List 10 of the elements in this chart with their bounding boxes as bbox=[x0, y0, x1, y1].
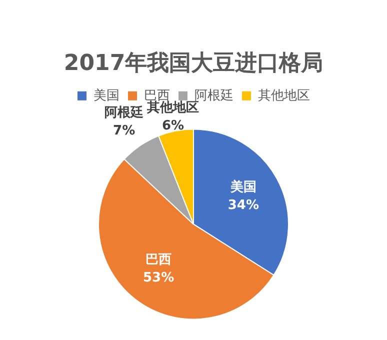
data-label: 34% bbox=[228, 198, 260, 214]
data-label: 6% bbox=[162, 118, 184, 134]
slice-label: 阿根廷 bbox=[104, 104, 144, 120]
legend-label: 其他地区 bbox=[258, 88, 310, 104]
slice-label: 巴西 bbox=[146, 252, 172, 268]
chart-title: 2017年我国大豆进口格局 bbox=[64, 50, 324, 76]
slice-label: 美国 bbox=[229, 179, 256, 196]
data-label: 53% bbox=[143, 270, 174, 286]
legend-label: 美国 bbox=[94, 87, 120, 104]
data-label: 7% bbox=[113, 123, 136, 138]
